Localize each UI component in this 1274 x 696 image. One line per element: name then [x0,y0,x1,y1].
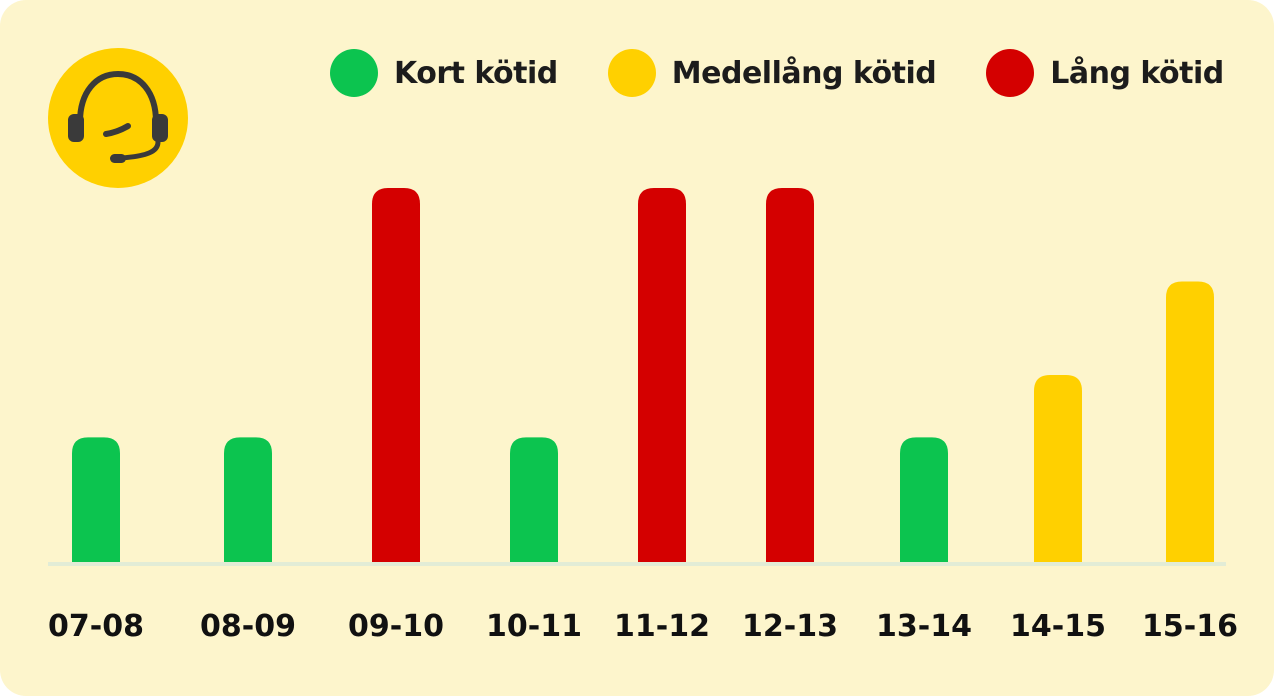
legend-item-kort: Kort kötid [330,49,558,97]
x-tick-label: 11-12 [614,609,710,644]
bar-08-09 [224,437,272,562]
x-tick-label: 09-10 [348,609,444,644]
legend-label-medellang: Medellång kötid [671,55,937,91]
x-tick-label: 07-08 [48,609,144,644]
x-tick-label: 12-13 [742,609,838,644]
legend-dot-lang [986,49,1035,97]
legend-dot-kort [330,49,378,97]
legend-item-medellang: Medellång kötid [607,49,937,97]
bar-14-15 [1034,375,1082,562]
x-tick-label: 14-15 [1010,609,1106,644]
bar-11-12 [638,188,686,562]
bar-07-08 [72,437,120,562]
x-tick-label: 13-14 [876,609,972,644]
headset-icon [48,48,188,188]
bar-13-14 [900,437,948,562]
bar-15-16 [1166,281,1214,562]
legend-item-lang: Lång kötid [986,49,1224,97]
bar-10-11 [510,437,558,562]
bar-12-13 [766,188,814,562]
legend-label-lang: Lång kötid [1050,55,1224,91]
x-tick-label: 15-16 [1142,609,1238,644]
legend-dot-medellang [607,49,656,97]
legend: Kort kötid Medellång kötid Lång kötid [330,48,1274,98]
x-tick-label: 08-09 [200,609,296,644]
legend-label-kort: Kort kötid [394,55,558,91]
headset-avatar [48,48,188,188]
x-axis-baseline [48,562,1226,566]
bar-09-10 [372,188,420,562]
x-tick-label: 10-11 [486,609,582,644]
